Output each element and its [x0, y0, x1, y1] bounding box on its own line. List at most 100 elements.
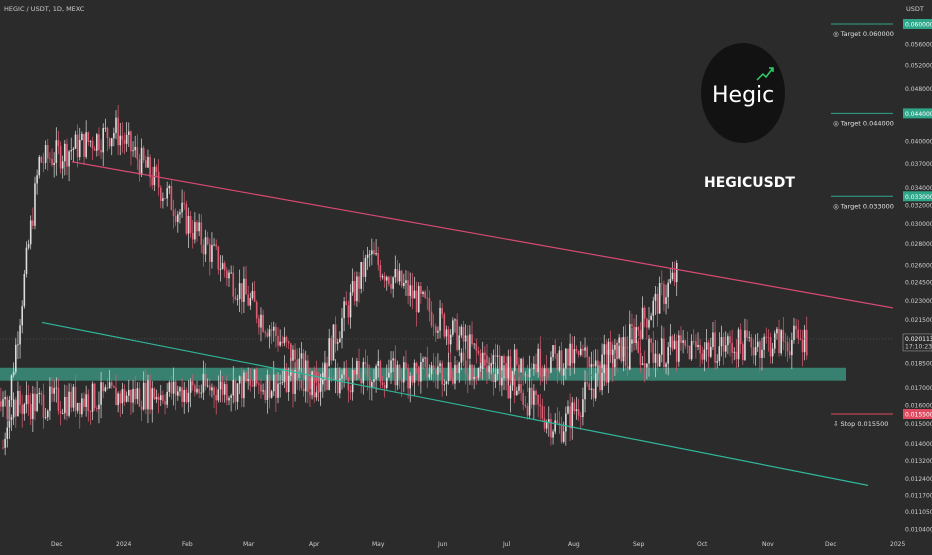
candle-body	[59, 410, 62, 414]
candle-body	[29, 220, 32, 245]
current-price-value: 0.020113	[905, 336, 932, 343]
candle-body	[12, 399, 15, 418]
candle-body	[181, 387, 183, 402]
candle-body	[36, 394, 38, 411]
candle-body	[23, 274, 26, 307]
candle-body	[262, 390, 264, 392]
candle-body	[349, 292, 352, 318]
candle-body	[228, 272, 230, 279]
candle-body	[209, 385, 211, 391]
candle-body	[238, 376, 241, 384]
candle-body	[302, 388, 305, 392]
candle-body	[371, 250, 373, 255]
candle-body	[266, 332, 269, 337]
candle-body	[313, 371, 316, 373]
candle-body	[505, 363, 507, 379]
candle-body	[260, 384, 262, 392]
candle-body	[579, 348, 582, 355]
time-tick-label: Dec	[51, 541, 63, 548]
candle-body	[729, 336, 731, 344]
candle-body	[520, 358, 522, 373]
target-level-label: ◎ Target 0.044000	[833, 119, 894, 127]
candle-body	[447, 362, 450, 382]
candle-body	[522, 358, 525, 375]
candle-body	[626, 366, 629, 370]
candle-body	[287, 375, 290, 393]
candle-body	[524, 374, 527, 376]
price-tick-label: 0.032000	[905, 203, 932, 210]
stop-level-label: ⇩ Stop 0.015500	[833, 420, 888, 428]
candle-body	[270, 329, 273, 331]
candle-body	[746, 330, 748, 338]
candle-body	[309, 378, 311, 390]
candle-body	[4, 397, 6, 400]
candle-body	[121, 135, 124, 140]
candle-body	[236, 383, 239, 402]
candle-body	[616, 344, 618, 359]
candle-body	[562, 368, 565, 376]
price-tick-label: 0.052000	[905, 63, 932, 70]
candle-body	[398, 364, 401, 379]
candle-body	[315, 371, 318, 383]
candle-body	[409, 285, 412, 296]
price-tick-label: 0.015000	[905, 421, 932, 428]
candle-body	[658, 354, 661, 367]
candle-body	[469, 334, 471, 359]
candle-body	[646, 318, 648, 328]
candle-body	[332, 378, 335, 380]
candle-body	[247, 379, 249, 382]
candle-body	[631, 339, 633, 344]
candle-body	[690, 341, 693, 360]
candle-body	[513, 349, 516, 371]
candle-body	[639, 352, 642, 365]
candle-body	[78, 402, 81, 415]
axes-layer: 0.056000 0.052000 0.048000 0.040000 0.037000…	[0, 41, 932, 548]
candle-body	[172, 210, 175, 216]
candle-body	[85, 394, 87, 407]
candle-body	[362, 362, 365, 384]
candle-body	[366, 254, 369, 258]
candle-body	[392, 277, 394, 289]
candle-body	[14, 344, 17, 372]
candle-body	[53, 162, 55, 165]
candle-body	[339, 378, 341, 394]
candle-body	[443, 314, 446, 337]
candle-body	[569, 406, 571, 429]
candle-body	[417, 286, 420, 313]
price-tick-label: 0.012400	[905, 476, 932, 483]
candle-body	[584, 347, 586, 351]
candle-body	[400, 270, 403, 286]
candle-body	[334, 367, 337, 380]
candle-body	[560, 425, 563, 442]
candle-body	[96, 408, 98, 410]
candle-body	[744, 330, 746, 360]
candle-body	[375, 253, 377, 255]
candle-body	[134, 388, 136, 400]
candle-body	[162, 198, 164, 202]
time-tick-label: May	[372, 541, 385, 548]
hegic-logo-circle	[701, 43, 785, 143]
candle-body	[667, 347, 669, 364]
candle-body	[219, 381, 222, 390]
candle-body	[795, 325, 797, 330]
candle-body	[68, 391, 70, 416]
candle-body	[379, 264, 382, 278]
candle-body	[671, 336, 674, 349]
candle-body	[234, 296, 237, 300]
candle-body	[761, 349, 763, 358]
candle-body	[2, 399, 4, 407]
candle-body	[539, 404, 542, 407]
candle-body	[567, 406, 569, 414]
time-tick-label: Sep	[633, 541, 645, 548]
candle-body	[643, 307, 646, 319]
candle-body	[228, 397, 230, 401]
candle-body	[211, 387, 213, 391]
candle-body	[108, 382, 111, 389]
candle-body	[127, 131, 130, 135]
candle-body	[501, 356, 503, 371]
candle-body	[315, 392, 318, 398]
candle-body	[292, 370, 294, 394]
candle-body	[164, 401, 166, 405]
